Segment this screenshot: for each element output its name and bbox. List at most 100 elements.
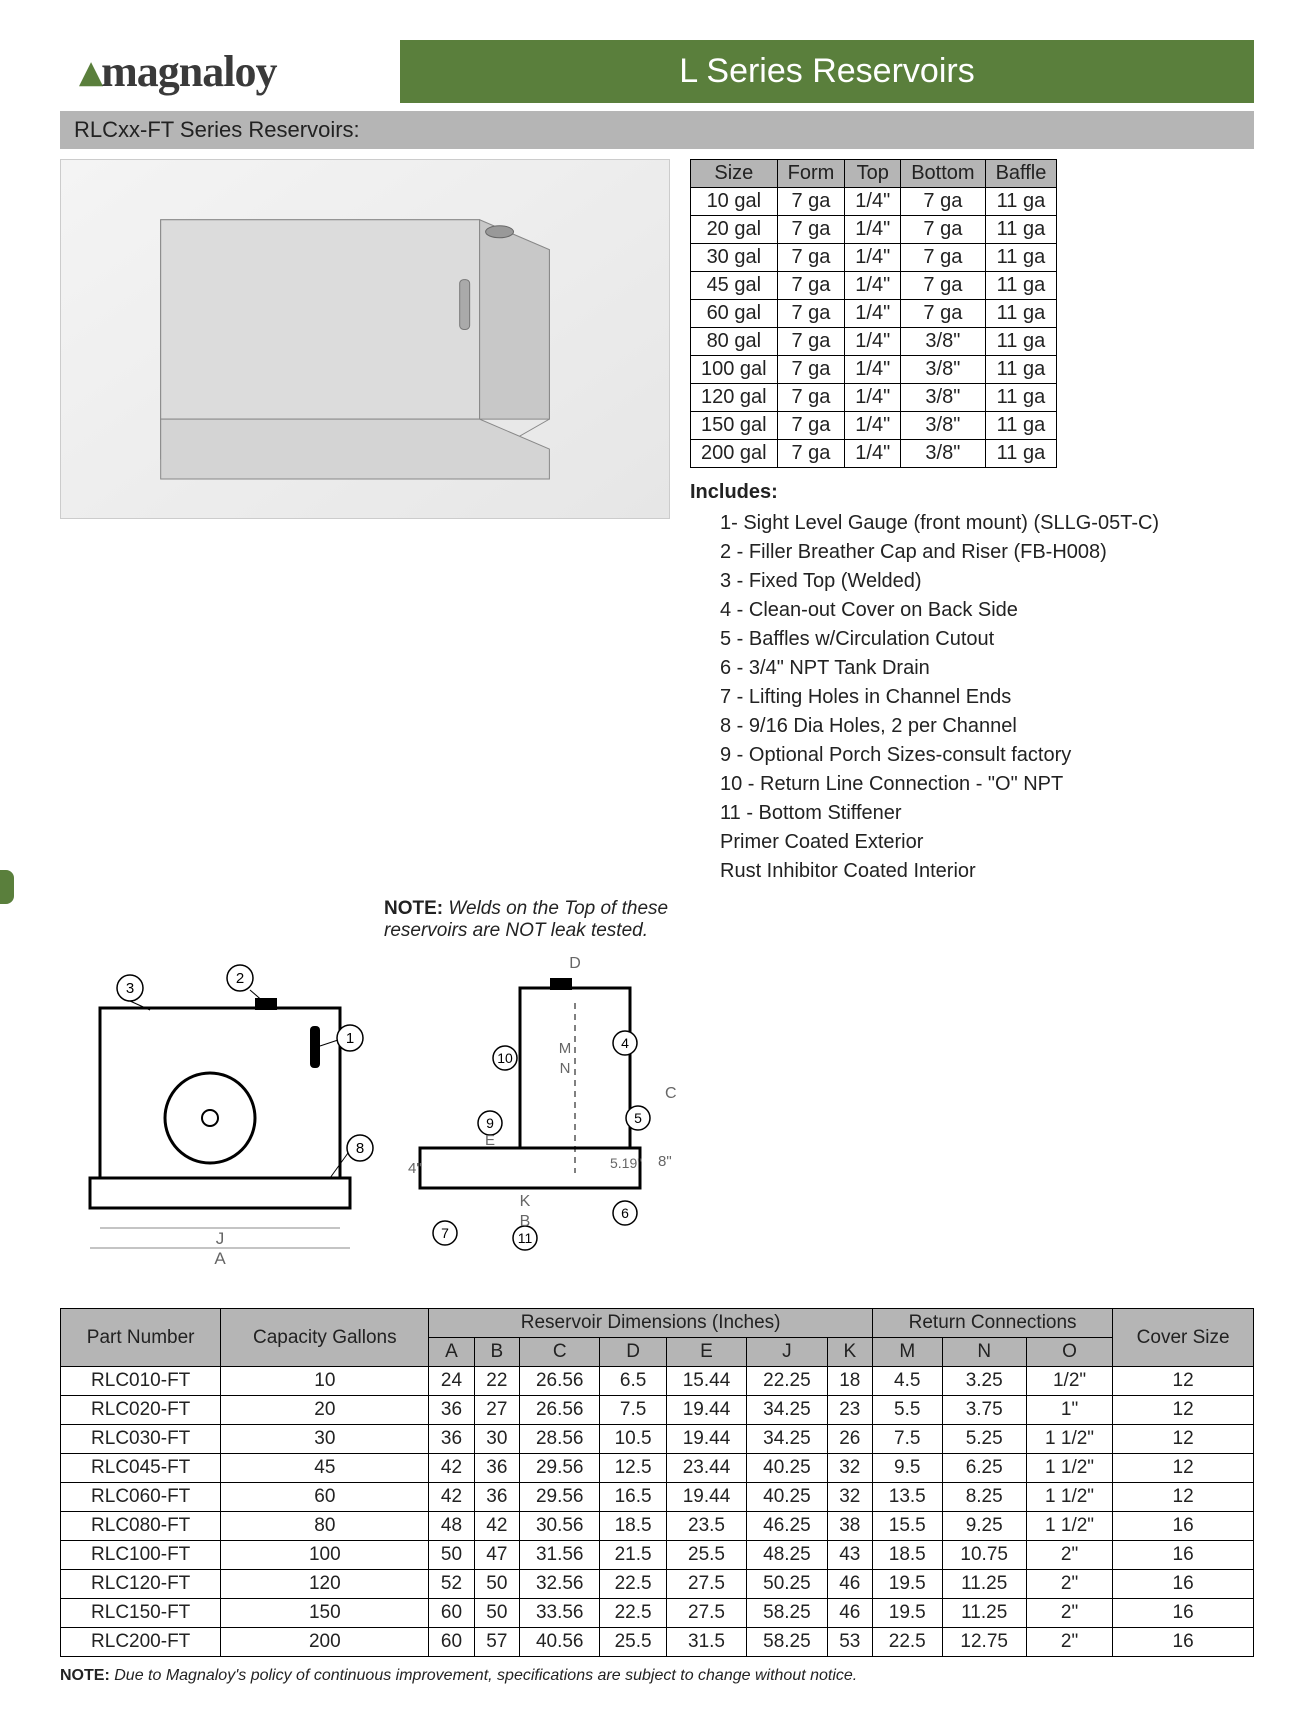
dim-cell: 22.5 [600,1570,666,1599]
dim-cell: 3.25 [942,1367,1026,1396]
dim-cell: 29.56 [520,1483,600,1512]
spec-cell: 80 gal [691,328,778,356]
spec-cell: 7 ga [901,216,985,244]
spec-col: Form [777,160,845,188]
spec-cell: 60 gal [691,300,778,328]
dimensions-table: Part Number Capacity Gallons Reservoir D… [60,1308,1254,1657]
dim-cell: 5.5 [872,1396,942,1425]
spec-col: Size [691,160,778,188]
dim-cell: 16 [1113,1541,1254,1570]
dim-cell: 31.5 [666,1628,746,1657]
svg-text:10: 10 [497,1050,513,1066]
dim-cell: 27.5 [666,1570,746,1599]
spec-cell: 7 ga [777,412,845,440]
dim-cell: 42 [429,1454,474,1483]
includes-item: Primer Coated Exterior [720,828,1159,857]
includes-item: 8 - 9/16 Dia Holes, 2 per Channel [720,712,1159,741]
spec-cell: 11 ga [985,412,1057,440]
dim-cell: 9.25 [942,1512,1026,1541]
dim-cell: 30.56 [520,1512,600,1541]
dim-cell: 19.44 [666,1425,746,1454]
svg-text:K: K [520,1193,531,1210]
dim-cell: 26.56 [520,1367,600,1396]
dim-cell: 8.25 [942,1483,1026,1512]
dim-cell: 45 [221,1454,429,1483]
spec-cell: 45 gal [691,272,778,300]
dim-cell: 6.5 [600,1367,666,1396]
dim-cell: RLC060-FT [61,1483,221,1512]
spec-cell: 3/8" [901,440,985,468]
col-part-number: Part Number [61,1309,221,1367]
dim-cell: 23 [827,1396,872,1425]
includes-item: 5 - Baffles w/Circulation Cutout [720,625,1159,654]
dim-cell: 22.5 [872,1628,942,1657]
dim-cell: 5.25 [942,1425,1026,1454]
dim-cell: 12.75 [942,1628,1026,1657]
dim-cell: 2" [1026,1628,1112,1657]
dim-cell: 22.25 [747,1367,827,1396]
dim-cell: 1/2" [1026,1367,1112,1396]
dim-cell: 200 [221,1628,429,1657]
svg-text:M: M [559,1040,572,1057]
includes-item: 11 - Bottom Stiffener [720,799,1159,828]
dim-cell: 30 [221,1425,429,1454]
dim-cell: 46 [827,1599,872,1628]
dim-subcol: A [429,1338,474,1367]
dim-cell: RLC045-FT [61,1454,221,1483]
dim-cell: 150 [221,1599,429,1628]
dim-cell: 19.5 [872,1599,942,1628]
dim-cell: 31.56 [520,1541,600,1570]
dim-cell: 16.5 [600,1483,666,1512]
spec-cell: 7 ga [777,272,845,300]
dim-cell: 16 [1113,1628,1254,1657]
dim-cell: 80 [221,1512,429,1541]
dim-cell: 12 [1113,1454,1254,1483]
dim-cell: 34.25 [747,1425,827,1454]
dim-cell: 25.5 [666,1541,746,1570]
dim-cell: 13.5 [872,1483,942,1512]
dim-cell: 21.5 [600,1541,666,1570]
spec-cell: 7 ga [777,244,845,272]
svg-text:E: E [485,1132,495,1149]
spec-cell: 200 gal [691,440,778,468]
dim-subcol: N [942,1338,1026,1367]
dim-cell: 25.5 [600,1628,666,1657]
dim-cell: 2" [1026,1599,1112,1628]
dim-cell: 26.56 [520,1396,600,1425]
dim-cell: 57 [474,1628,519,1657]
spec-col: Bottom [901,160,985,188]
spec-cell: 1/4" [845,300,901,328]
svg-text:9: 9 [486,1115,494,1131]
dim-cell: 18 [827,1367,872,1396]
includes-title: Includes: [690,478,1159,507]
dim-cell: 120 [221,1570,429,1599]
spec-cell: 1/4" [845,244,901,272]
dim-subcol: K [827,1338,872,1367]
dim-cell: 46.25 [747,1512,827,1541]
dim-cell: 22.5 [600,1599,666,1628]
includes-item: 4 - Clean-out Cover on Back Side [720,596,1159,625]
dim-cell: 42 [474,1512,519,1541]
spec-col: Top [845,160,901,188]
logo: ▴magnaloy [60,40,400,103]
dim-subcol: O [1026,1338,1112,1367]
footnote: NOTE: Due to Magnaloy's policy of contin… [60,1667,1254,1685]
logo-text: ▴magnaloy [80,46,276,97]
spec-cell: 1/4" [845,440,901,468]
includes-item: 9 - Optional Porch Sizes-consult factory [720,741,1159,770]
diagram-side: 4 5 6 7 9 10 11 D M N E C K B 4" 5.19" 8 [390,948,700,1268]
includes-item: 1- Sight Level Gauge (front mount) (SLLG… [720,509,1159,538]
svg-text:C: C [665,1085,677,1102]
dim-cell: 38 [827,1512,872,1541]
dim-cell: 29.56 [520,1454,600,1483]
dim-cell: 32 [827,1454,872,1483]
svg-text:A: A [214,1249,226,1268]
dim-cell: 20 [221,1396,429,1425]
dim-cell: 40.56 [520,1628,600,1657]
spec-cell: 7 ga [777,356,845,384]
dim-cell: 28.56 [520,1425,600,1454]
spec-cell: 150 gal [691,412,778,440]
includes-item: Rust Inhibitor Coated Interior [720,857,1159,886]
svg-text:8": 8" [658,1153,672,1170]
spec-cell: 11 ga [985,356,1057,384]
